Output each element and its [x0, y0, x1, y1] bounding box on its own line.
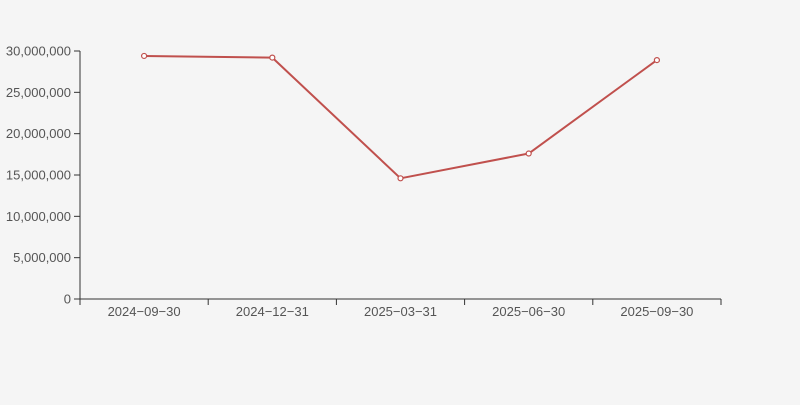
x-tick-label: 2025−09−30	[620, 304, 693, 319]
data-point-marker[interactable]	[653, 56, 661, 64]
x-tick-label: 2024−12−31	[236, 304, 309, 319]
data-point-marker[interactable]	[525, 150, 532, 157]
y-tick-label: 20,000,000	[6, 126, 71, 141]
y-tick-label: 25,000,000	[6, 85, 71, 100]
x-tick-label: 2025−03−31	[364, 304, 437, 319]
y-tick-label: 15,000,000	[6, 168, 71, 183]
y-tick-label: 10,000,000	[6, 209, 71, 224]
data-point-marker[interactable]	[269, 54, 276, 61]
data-point-marker[interactable]	[397, 175, 404, 182]
data-point-marker[interactable]	[141, 52, 148, 60]
y-tick-label: 5,000,000	[13, 250, 71, 265]
y-tick-label: 30,000,000	[6, 44, 71, 59]
y-tick-label: 0	[64, 292, 71, 307]
data-line	[143, 54, 658, 180]
x-tick-label: 2024−09−30	[108, 304, 181, 319]
x-tick-label: 2025−06−30	[492, 304, 565, 319]
